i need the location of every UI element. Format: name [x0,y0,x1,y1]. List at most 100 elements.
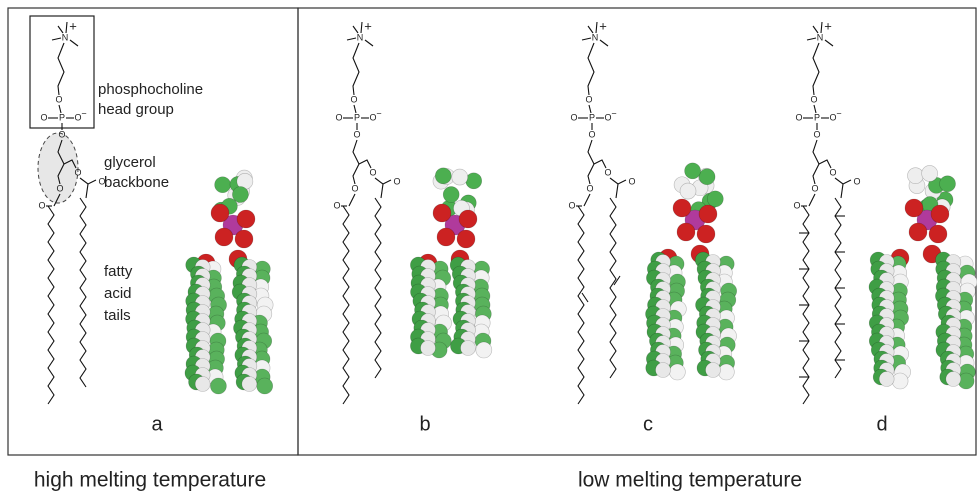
bond [812,139,820,185]
bond [840,183,844,199]
atom-label: O [335,112,342,122]
bond [587,42,595,96]
panel-label: d [876,413,887,435]
bond [593,159,607,169]
bond [51,37,62,41]
atom-label: − [611,108,616,118]
atom-label: O [74,112,81,122]
hydrogen-sphere [945,371,962,387]
bond [65,21,68,34]
bond [834,177,852,185]
atom-sphere [475,341,493,359]
bond [806,37,817,41]
bond [374,177,392,185]
oxygen-sphere [432,203,452,223]
bond [63,159,77,169]
atom-label: O [74,167,81,177]
bond [346,37,357,41]
bond [58,104,62,114]
atom-sphere [434,167,452,185]
atom-label: O [333,200,340,210]
atom-label: O [56,183,63,193]
bond [79,177,97,185]
oxygen-sphere [698,204,718,224]
atom-sphere [907,167,924,184]
atom-sphere [442,186,460,203]
atom-label: O [604,167,611,177]
atom-label: O [628,176,635,186]
atom-sphere [698,168,716,186]
bond [583,193,591,207]
oxygen-sphere [676,222,696,242]
oxygen-sphere [672,198,692,218]
atom-label: N [817,32,824,42]
atom-label: O [811,183,818,193]
hydrogen-sphere [878,371,895,387]
atom-label: P [589,112,595,122]
atom-label: O [810,94,817,104]
bond [818,159,832,169]
hydrogen-sphere [241,376,258,392]
annotation: acid [104,285,132,302]
annotation: phosphocholine [98,81,203,98]
atom-label: N [592,32,599,42]
bond [85,183,89,199]
bond [69,39,79,47]
bond [812,42,820,96]
oxygen-sphere [930,204,950,224]
atom-label: O [588,129,595,139]
atom-label: O [58,129,65,139]
atom-label: O [585,94,592,104]
atom-sphere [718,363,735,381]
oxygen-sphere [436,227,456,247]
oxygen-sphere [456,229,476,249]
bond [595,21,598,34]
bond [53,193,61,207]
atom-label: O [55,94,62,104]
annotation: tails [104,307,131,324]
atom-label: P [814,112,820,122]
bond [57,42,65,96]
oxygen-sphere [458,209,478,229]
atom-sphere [706,190,724,208]
hydrogen-sphere [460,340,476,356]
bond [812,25,819,34]
atom-label: O [829,112,836,122]
annotation: fatty [104,263,133,280]
oxygen-sphere [908,222,928,242]
atom-label: P [59,112,65,122]
bond [599,39,609,47]
oxygen-sphere [236,209,256,229]
panel-label: a [151,413,163,435]
atom-label: N [357,32,364,42]
bond [358,159,372,169]
atom-label: − [376,108,381,118]
atom-label: O [568,200,575,210]
bond [352,42,360,96]
atom-label: O [793,200,800,210]
atom-label: − [836,108,841,118]
bond [587,139,595,185]
annotation: glycerol [104,154,156,171]
panel-label: b [419,413,430,435]
atom-label: O [38,200,45,210]
hydrogen-sphere [420,340,436,356]
caption: high melting temperature [34,469,266,492]
bond [824,39,834,47]
bond [57,25,64,34]
bond [588,104,592,114]
atom-sphere [214,176,231,194]
atom-label: + [364,18,372,33]
fatty-acid-chain [47,205,55,405]
fatty-acid-chain [577,205,585,405]
atom-sphere [939,175,956,193]
atom-label: O [829,167,836,177]
annotation: backbone [104,174,169,191]
atom-label: O [813,129,820,139]
bond [352,25,359,34]
bond [609,177,627,185]
double-bond [581,292,589,303]
atom-label: O [393,176,400,186]
hydrogen-sphere [705,362,721,378]
